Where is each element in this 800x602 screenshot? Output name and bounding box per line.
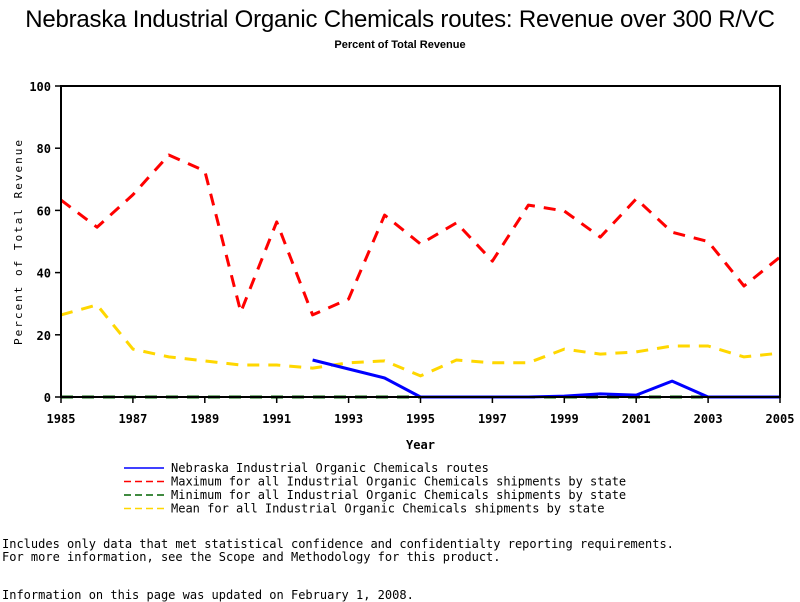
y-axis-title: Percent of Total Revenue: [12, 138, 25, 345]
footer-note-1: Includes only data that met statistical …: [2, 537, 674, 551]
y-tick-label: 40: [37, 267, 51, 281]
y-tick-label: 20: [37, 329, 51, 343]
legend: Nebraska Industrial Organic Chemicals ro…: [124, 461, 626, 516]
legend-label: Nebraska Industrial Organic Chemicals ro…: [171, 461, 489, 475]
plot-lines: [61, 155, 780, 397]
series-line-1: [61, 155, 780, 315]
series-line-0: [313, 360, 780, 397]
legend-label: Maximum for all Industrial Organic Chemi…: [171, 475, 626, 489]
plot-frame: [61, 86, 780, 397]
legend-label: Minimum for all Industrial Organic Chemi…: [171, 488, 626, 502]
x-tick-label: 1995: [406, 412, 435, 426]
x-axis: 1985 1987 1989 1991 1993 1995 1997 1999 2001 2003…: [47, 397, 795, 426]
x-tick-label: 1999: [550, 412, 579, 426]
legend-label: Mean for all Industrial Organic Chemical…: [171, 502, 604, 516]
footer-note-2: For more information, see the Scope and …: [2, 550, 501, 564]
y-tick-label: 0: [44, 391, 51, 405]
x-tick-label: 1997: [478, 412, 507, 426]
y-tick-label: 80: [37, 142, 51, 156]
x-tick-label: 1989: [190, 412, 219, 426]
x-axis-title: Year: [406, 438, 435, 452]
x-tick-label: 1993: [334, 412, 363, 426]
x-tick-label: 2001: [622, 412, 651, 426]
x-tick-label: 2005: [766, 412, 795, 426]
series-line-3: [61, 305, 780, 376]
x-tick-label: 1985: [47, 412, 76, 426]
x-tick-label: 2003: [694, 412, 723, 426]
y-tick-label: 100: [29, 80, 51, 94]
x-tick-label: 1987: [118, 412, 147, 426]
y-axis: 0 20 40 60 80 100: [29, 80, 61, 405]
x-tick-label: 1991: [262, 412, 291, 426]
y-tick-label: 60: [37, 204, 51, 218]
